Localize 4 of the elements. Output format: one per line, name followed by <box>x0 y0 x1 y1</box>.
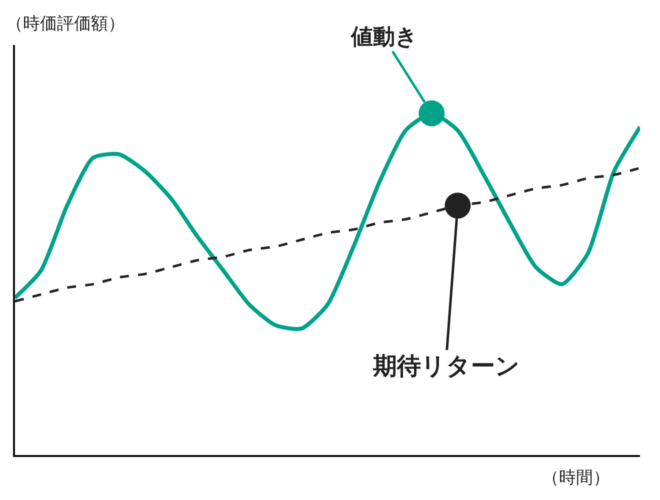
x-axis-title: （時間） <box>542 468 610 488</box>
annotation: 期待リターン <box>372 352 520 380</box>
text: （時価評価額） <box>6 14 125 34</box>
text: 値動き <box>350 25 418 50</box>
